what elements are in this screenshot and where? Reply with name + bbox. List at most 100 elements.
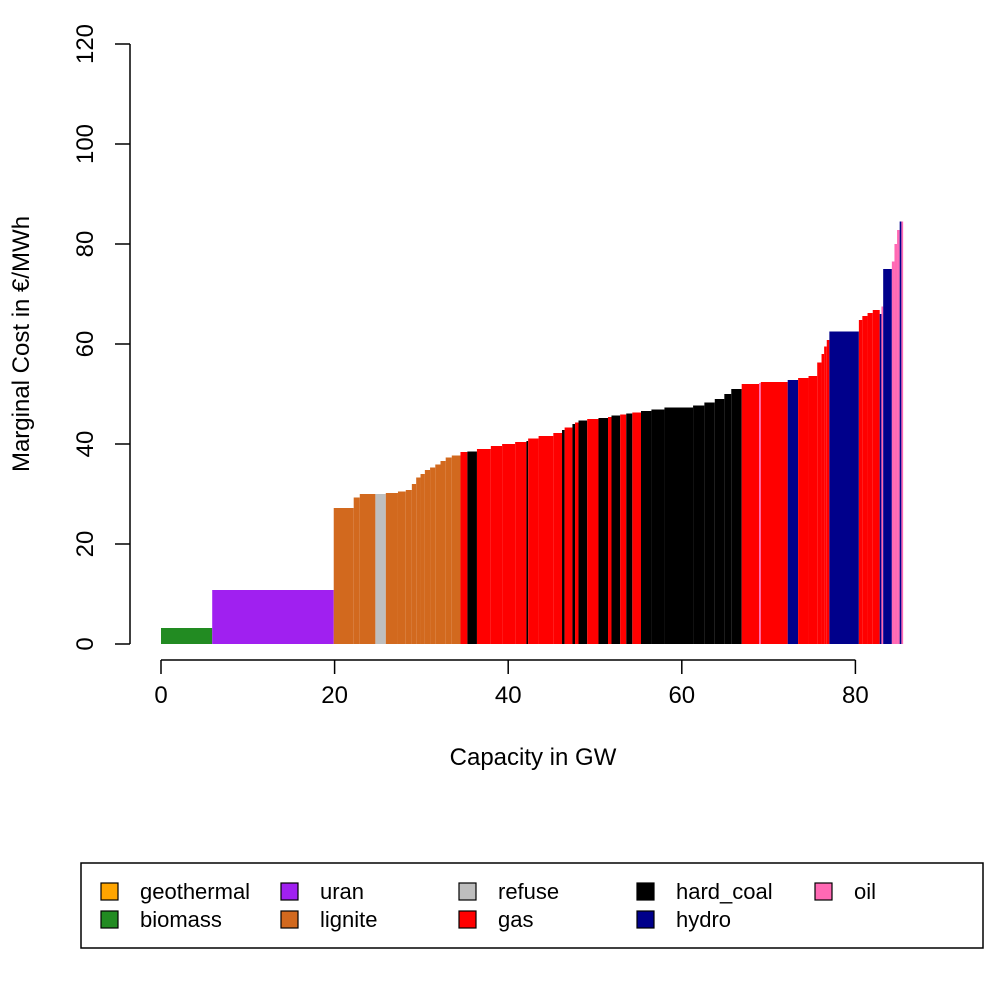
bar-gas-22: [502, 444, 516, 644]
legend-item-hydro: hydro: [636, 907, 731, 932]
legend-label-uran: uran: [320, 879, 364, 904]
bar-lignite-7: [397, 491, 406, 644]
bar-hydro-51: [787, 380, 799, 644]
legend-item-oil: oil: [814, 879, 876, 904]
bar-gas-53: [808, 376, 818, 644]
legend-swatch-lignite: [280, 910, 299, 929]
bar-hard_coal-28: [562, 430, 565, 644]
bar-hydro-65: [883, 269, 892, 644]
legend-swatch-geothermal: [100, 882, 119, 901]
bar-gas-54: [817, 362, 822, 644]
y-tick-label: 80: [72, 231, 99, 258]
bar-hard_coal-47: [731, 389, 742, 644]
y-tick-label: 20: [72, 531, 99, 558]
legend-item-biomass: biomass: [100, 907, 222, 932]
bar-gas-50: [760, 382, 788, 644]
y-axis: 0 20 40 60 80 100 120: [72, 24, 131, 651]
bar-gas-48: [741, 384, 760, 644]
bar-gas-59: [858, 320, 863, 644]
legend-box: [80, 862, 984, 949]
x-tick-label: 60: [668, 682, 695, 709]
bar-gas-62: [872, 310, 880, 644]
bar-lignite-16: [445, 457, 452, 644]
x-axis-label: Capacity in GW: [450, 744, 617, 771]
bar-hard_coal-41: [651, 409, 665, 644]
bar-lignite-13: [430, 467, 436, 644]
bar-lignite-6: [385, 493, 398, 644]
bar-hard_coal-19: [467, 451, 477, 644]
legend-swatch-hard_coal: [636, 882, 655, 901]
legend: geothermal biomass uran lignite refuse gas har…: [80, 862, 984, 949]
x-axis: 0 20 40 60 80: [154, 659, 869, 709]
bar-lignite-9: [411, 484, 417, 644]
bar-lignite-15: [440, 461, 446, 644]
bar-gas-39: [632, 412, 641, 644]
bar-gas-33: [587, 419, 599, 644]
bar-gas-21: [490, 446, 503, 644]
bar-gas-52: [798, 378, 809, 644]
bar-gas-56: [824, 346, 827, 644]
legend-label-gas: gas: [498, 907, 533, 932]
legend-item-lignite: lignite: [280, 907, 377, 932]
legend-label-oil: oil: [854, 879, 876, 904]
legend-swatch-biomass: [100, 910, 119, 929]
bar-gas-20: [476, 449, 491, 644]
bar-gas-57: [826, 340, 830, 644]
bar-oil-70: [901, 221, 904, 644]
legend-item-hard_coal: hard_coal: [636, 879, 773, 904]
y-tick-label: 0: [72, 637, 99, 650]
legend-item-uran: uran: [280, 879, 364, 904]
bar-lignite-8: [405, 490, 412, 644]
bar-hard_coal-38: [626, 413, 633, 644]
bar-hard_coal-46: [724, 394, 732, 644]
bar-lignite-2: [333, 508, 354, 644]
y-tick-label: 60: [72, 331, 99, 358]
bar-hard_coal-42: [664, 407, 694, 644]
bar-gas-27: [553, 433, 563, 644]
bar-lignite-4: [359, 494, 376, 644]
bar-hard_coal-40: [641, 411, 652, 644]
legend-label-hard_coal: hard_coal: [676, 879, 773, 904]
y-axis-label: Marginal Cost in €/MWh: [8, 216, 35, 472]
bar-biomass-0: [161, 628, 213, 644]
legend-swatch-gas: [458, 910, 477, 929]
bar-oil-67: [894, 244, 898, 644]
bar-hydro-63: [879, 314, 882, 644]
bar-hard_coal-43: [693, 405, 705, 644]
y-tick-label: 100: [72, 124, 99, 164]
bar-lignite-3: [353, 497, 360, 644]
bars-group: [161, 221, 904, 644]
bar-oil-66: [891, 261, 895, 644]
bar-gas-31: [575, 422, 579, 644]
bar-lignite-12: [424, 470, 431, 644]
x-tick-label: 0: [154, 682, 167, 709]
legend-label-refuse: refuse: [498, 879, 559, 904]
bar-gas-60: [862, 316, 868, 644]
bar-lignite-17: [451, 455, 461, 644]
bar-lignite-10: [416, 477, 421, 644]
bar-hard_coal-44: [704, 402, 715, 644]
bar-oil-68: [897, 230, 900, 644]
bar-gas-23: [515, 442, 527, 644]
bar-hydro-69: [899, 221, 902, 644]
bar-gas-25: [528, 438, 539, 644]
legend-label-geothermal: geothermal: [140, 879, 250, 904]
bar-hard_coal-30: [572, 424, 576, 644]
bar-gas-37: [620, 414, 627, 644]
bar-gas-61: [867, 313, 873, 644]
legend-item-refuse: refuse: [458, 879, 559, 904]
x-tick-label: 20: [321, 682, 348, 709]
x-tick-label: 80: [842, 682, 869, 709]
bar-hard_coal-32: [578, 420, 588, 644]
legend-item-gas: gas: [458, 907, 533, 932]
bar-gas-26: [538, 436, 554, 644]
bar-uran-1: [212, 590, 334, 644]
bar-hard_coal-36: [611, 415, 621, 644]
bar-hard_coal-34: [598, 418, 609, 644]
bar-oil-64: [881, 306, 884, 644]
bar-hydro-58: [829, 331, 859, 644]
legend-label-biomass: biomass: [140, 907, 222, 932]
legend-swatch-hydro: [636, 910, 655, 929]
y-tick-label: 120: [72, 24, 99, 64]
